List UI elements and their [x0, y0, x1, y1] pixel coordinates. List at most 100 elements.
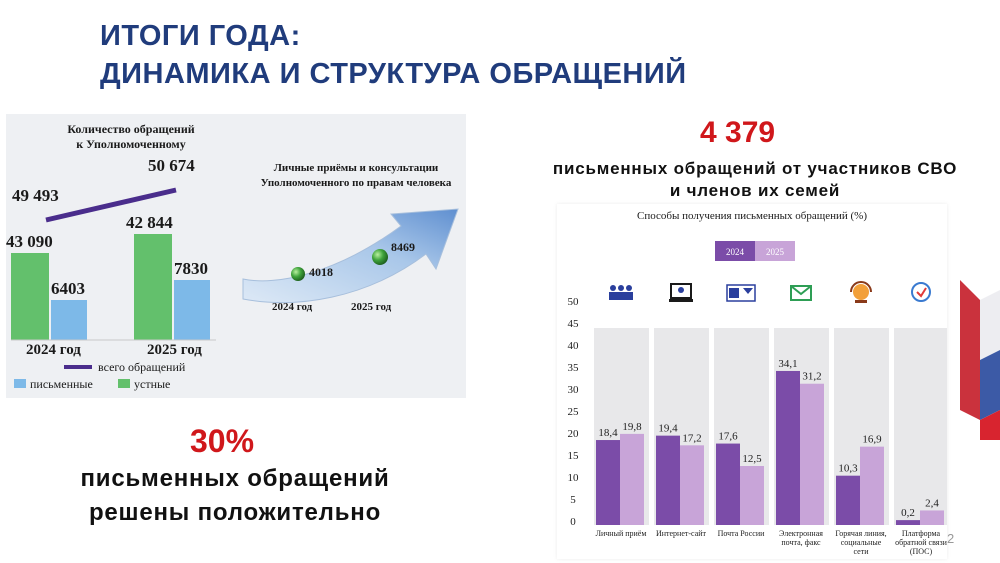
consultations-title-line1: Личные приёмы и консультации [273, 162, 439, 174]
value-label-2024-4: 10,3 [838, 463, 858, 475]
receipt-methods-chart-title: Способы получения письменных обращений (… [636, 210, 867, 222]
consultations-year-2024: 2024 год [272, 301, 313, 313]
value-label-2024-1: 19,4 [658, 423, 678, 435]
category-label-2-0: Почта России [718, 529, 766, 538]
russian-post-icon [726, 284, 756, 302]
value-label-2025-2: 12,5 [742, 453, 762, 465]
consultations-growth-arrow [242, 208, 459, 303]
category-label-5-0: Платформа [902, 529, 941, 538]
svo-appeals-count: 4 379 [700, 116, 776, 149]
value-label-2025-1: 17,2 [682, 432, 701, 444]
y-tick-label-15: 15 [568, 450, 580, 462]
category-label-4-1: социальные [841, 538, 882, 547]
bar-2025-2 [740, 466, 764, 525]
category-label-0-0: Личный приём [596, 529, 647, 538]
value-label-2025-4: 16,9 [862, 434, 882, 446]
receipt-methods-panel: Способы получения письменных обращений (… [557, 204, 947, 559]
bar-2024-5 [896, 520, 920, 525]
appeals-chart-title-line2: к Уполномоченному [76, 137, 186, 151]
legend-oral-label: устные [134, 377, 171, 391]
y-tick-label-0: 0 [570, 516, 576, 528]
total-2024-label: 49 493 [12, 186, 59, 205]
legend-written-swatch [14, 379, 26, 388]
bar-2024-1 [656, 435, 680, 525]
positive-caption-line1: письменных обращений [80, 465, 390, 492]
value-label-2024-0: 18,4 [598, 427, 618, 439]
legend-written-label: письменные [30, 377, 93, 391]
value-label-2025-3: 31,2 [802, 371, 821, 383]
category-label-5-1: обратной связи [895, 538, 947, 547]
category-label-5-2: (ПОС) [910, 547, 933, 556]
consultations-2024-marker [291, 267, 305, 281]
legend-oral-swatch [118, 379, 130, 388]
appeals-count-panel: Количество обращений к Уполномоченному [6, 114, 466, 398]
bar-2024-0 [596, 440, 620, 525]
value-label-2024-3: 34,1 [778, 358, 797, 370]
consultations-2025-marker [372, 249, 388, 265]
page-title-line-1: ИТОГИ ГОДА: [100, 20, 301, 52]
bar-2024-3 [776, 370, 800, 525]
category-label-4-0: Горячая линия, [835, 529, 886, 538]
y-tick-label-40: 40 [568, 340, 580, 352]
legend-2024-label: 2024 [726, 247, 745, 257]
computer-user-icon [669, 283, 693, 302]
y-tick-label-25: 25 [568, 406, 580, 418]
written-2024-label: 6403 [51, 279, 85, 298]
y-tick-label-5: 5 [570, 494, 576, 506]
positive-share-value: 30% [190, 423, 255, 459]
value-label-2024-2: 17,6 [718, 431, 738, 443]
oral-2024-label: 43 090 [6, 232, 53, 251]
y-tick-label-30: 30 [568, 384, 580, 396]
legend-2024-box [715, 241, 755, 261]
oral-2025-label: 42 844 [126, 213, 173, 232]
value-label-2024-5: 0,2 [901, 507, 915, 519]
consultations-2025-value: 8469 [391, 240, 415, 254]
bar-written-2025 [174, 280, 210, 340]
category-label-1-0: Интернет-сайт [656, 529, 707, 538]
appeals-chart-svg [11, 187, 459, 388]
consultations-2024-value: 4018 [309, 265, 333, 279]
bar-oral-2024 [11, 253, 49, 340]
year-2025-label: 2025 год [147, 342, 202, 358]
svo-appeals-caption: письменных обращений от участников СВО и… [510, 158, 1000, 202]
total-appeals-trend-line [45, 187, 177, 223]
legend-total-label: всего обращений [98, 360, 186, 374]
value-label-2025-5: 2,4 [925, 497, 939, 509]
bar-2025-3 [800, 383, 824, 525]
y-tick-label-10: 10 [568, 472, 580, 484]
headset-operator-icon [850, 281, 872, 303]
category-label-3-0: Электронная [779, 529, 823, 538]
feedback-platform-icon [911, 282, 931, 302]
category-background-5 [894, 328, 947, 525]
y-tick-label-35: 35 [568, 362, 580, 374]
appeals-chart-title-line1: Количество обращений [67, 122, 195, 136]
people-meeting-icon [609, 285, 633, 300]
y-tick-label-50: 50 [568, 296, 580, 308]
legend-2025-box [755, 241, 795, 261]
receipt-methods-chart-svg: 2024 20250510152025303540455018,419,8Личн… [568, 241, 947, 556]
bar-2024-2 [716, 443, 740, 525]
category-label-4-2: сети [854, 547, 870, 556]
bar-2025-5 [920, 510, 944, 525]
flag-decoration-icon [960, 280, 1000, 440]
positive-share-caption: письменных обращений решены положительно [20, 462, 450, 530]
page-title-line-2: ДИНАМИКА И СТРУКТУРА ОБРАЩЕНИЙ [100, 58, 687, 90]
bar-2025-4 [860, 446, 884, 525]
total-2025-label: 50 674 [148, 156, 195, 175]
svo-caption-line1: письменных обращений от участников СВО [552, 159, 958, 178]
positive-caption-line2: решены положительно [88, 499, 382, 526]
legend-2025-label: 2025 [766, 247, 785, 257]
bar-2024-4 [836, 475, 860, 525]
page-number: 2 [947, 531, 955, 546]
year-2024-label: 2024 год [26, 342, 81, 358]
bar-2025-0 [620, 433, 644, 525]
consultations-title: Личные приёмы и консультации Уполномочен… [256, 161, 456, 191]
email-icon [790, 285, 812, 301]
appeals-chart-title: Количество обращений к Уполномоченному [36, 122, 226, 152]
y-tick-label-45: 45 [568, 318, 580, 330]
svo-caption-line2: и членов их семей [669, 181, 841, 200]
bar-oral-2025 [134, 234, 172, 340]
y-tick-label-20: 20 [568, 428, 580, 440]
consultations-year-2025: 2025 год [351, 301, 392, 313]
bar-written-2024 [51, 300, 87, 340]
